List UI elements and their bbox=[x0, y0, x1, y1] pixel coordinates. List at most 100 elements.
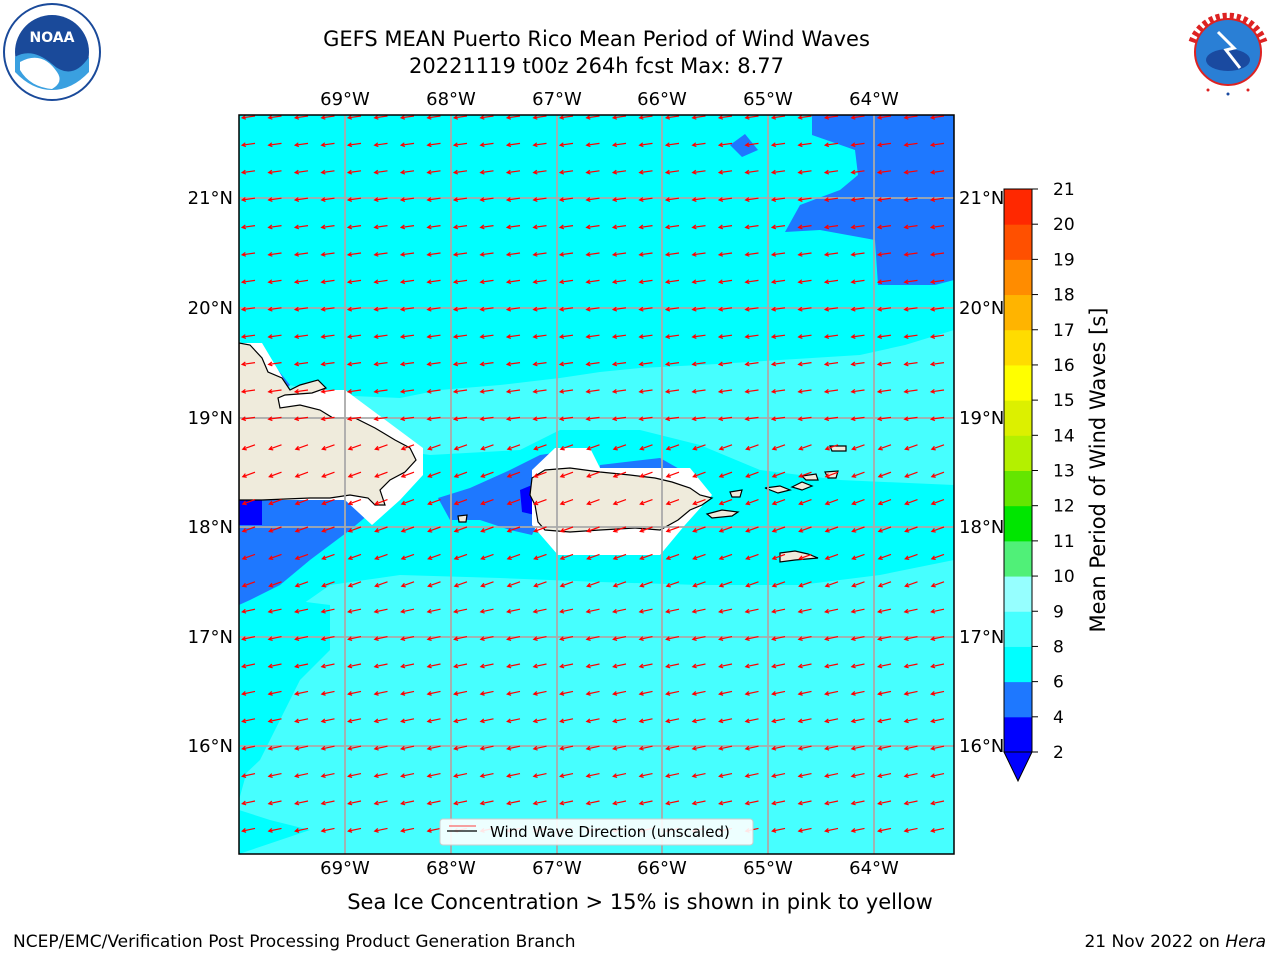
wind-wave-arrow bbox=[850, 388, 865, 394]
wind-wave-arrow bbox=[771, 499, 786, 506]
wind-wave-arrow bbox=[585, 636, 600, 642]
wind-wave-arrow bbox=[718, 690, 733, 696]
lon-label-top: 68°W bbox=[426, 89, 476, 110]
wind-wave-arrow bbox=[293, 224, 309, 230]
wind-wave-arrow bbox=[532, 745, 547, 751]
wind-wave-arrow bbox=[612, 444, 627, 451]
wind-wave-arrow bbox=[638, 251, 653, 257]
wind-wave-arrow bbox=[346, 224, 362, 230]
wind-wave-arrow bbox=[452, 279, 468, 285]
wind-wave-arrow bbox=[320, 608, 335, 614]
wind-wave-arrow bbox=[532, 306, 547, 312]
wind-wave-arrow bbox=[691, 334, 706, 339]
wind-wave-arrow bbox=[611, 142, 627, 148]
chart-subtitle: 20221119 t00z 264h fcst Max: 8.77 bbox=[409, 54, 784, 78]
wind-wave-arrow bbox=[347, 745, 362, 751]
wind-wave-arrow bbox=[479, 745, 494, 751]
wind-wave-arrow bbox=[479, 773, 494, 779]
wind-wave-arrow bbox=[453, 444, 468, 451]
wind-wave-arrow bbox=[639, 553, 653, 561]
wind-wave-arrow bbox=[771, 553, 786, 561]
wind-wave-arrow bbox=[665, 499, 680, 506]
colorbar-block bbox=[1004, 540, 1032, 577]
wind-wave-arrow bbox=[268, 444, 282, 451]
footer-credit: NCEP/EMC/Verification Post Processing Pr… bbox=[13, 932, 576, 952]
wind-wave-arrow bbox=[638, 169, 653, 175]
wind-wave-arrow bbox=[877, 636, 892, 642]
wind-wave-arrow bbox=[532, 361, 547, 367]
colorbar-block bbox=[1004, 400, 1032, 436]
wind-wave-arrow bbox=[241, 499, 256, 506]
wind-wave-arrow bbox=[612, 636, 627, 642]
wind-wave-arrow bbox=[770, 416, 786, 422]
wind-wave-arrow bbox=[771, 581, 786, 588]
wind-wave-arrow bbox=[558, 388, 574, 394]
colorbar-tick-label: 4 bbox=[1053, 708, 1064, 728]
wind-wave-arrow bbox=[638, 306, 653, 312]
wind-wave-arrow bbox=[479, 636, 494, 642]
wind-wave-arrow bbox=[797, 773, 812, 779]
wind-wave-arrow bbox=[611, 251, 627, 257]
wind-wave-arrow bbox=[823, 115, 839, 120]
wind-wave-arrow bbox=[612, 499, 627, 506]
wind-wave-arrow bbox=[321, 553, 335, 561]
wind-wave-arrow bbox=[559, 718, 574, 724]
wind-wave-arrow bbox=[745, 444, 759, 451]
wind-wave-arrow bbox=[399, 224, 415, 230]
wind-wave-arrow bbox=[400, 526, 415, 533]
wind-wave-arrow bbox=[903, 334, 918, 339]
wind-wave-arrow bbox=[851, 444, 865, 451]
wind-wave-arrow bbox=[850, 169, 865, 175]
wind-wave-arrow bbox=[347, 773, 362, 779]
wind-wave-arrow bbox=[267, 224, 282, 230]
wind-wave-arrow bbox=[240, 251, 256, 257]
wind-wave-arrow bbox=[373, 251, 388, 257]
wind-wave-arrow bbox=[877, 444, 892, 451]
footer-date-text: 21 Nov 2022 on bbox=[1084, 932, 1226, 952]
wind-wave-arrow bbox=[850, 800, 865, 806]
wind-wave-arrow bbox=[267, 690, 282, 696]
wind-wave-arrow bbox=[770, 142, 786, 148]
wind-wave-arrow bbox=[399, 306, 415, 312]
wind-wave-arrow bbox=[717, 115, 733, 120]
wind-wave-arrow bbox=[665, 444, 680, 451]
colorbar-block bbox=[1004, 294, 1032, 331]
wind-wave-arrow bbox=[718, 608, 733, 614]
wind-wave-arrow bbox=[321, 471, 335, 478]
wind-wave-arrow bbox=[267, 334, 282, 339]
wind-wave-arrow bbox=[480, 581, 494, 588]
wind-wave-arrow bbox=[374, 526, 388, 533]
lat-label-left: 19°N bbox=[188, 408, 233, 429]
wind-wave-arrow bbox=[876, 142, 892, 148]
colorbar-block bbox=[1004, 681, 1032, 718]
wind-wave-arrow bbox=[426, 251, 441, 257]
wind-wave-arrow bbox=[293, 115, 309, 120]
wind-wave-arrow bbox=[930, 526, 945, 533]
wind-wave-arrow bbox=[824, 526, 839, 533]
wind-wave-arrow bbox=[427, 581, 441, 588]
wind-wave-arrow bbox=[850, 745, 865, 751]
colorbar-tick-label: 16 bbox=[1053, 356, 1075, 376]
wind-wave-arrow bbox=[691, 306, 706, 312]
wind-wave-arrow bbox=[532, 690, 547, 696]
wind-wave-arrow bbox=[453, 581, 468, 588]
wind-wave-arrow bbox=[903, 251, 918, 257]
wind-wave-arrow bbox=[717, 142, 733, 148]
wind-wave-arrow bbox=[770, 169, 786, 175]
noaa-logo-text: NOAA bbox=[30, 30, 75, 46]
wind-wave-arrow bbox=[347, 444, 362, 451]
wind-wave-arrow bbox=[558, 334, 574, 339]
wind-wave-arrow bbox=[505, 279, 521, 285]
wind-wave-arrow bbox=[320, 115, 335, 120]
wind-wave-arrow bbox=[320, 800, 335, 806]
wind-wave-arrow bbox=[718, 663, 733, 669]
wind-wave-arrow bbox=[585, 334, 600, 339]
wind-wave-arrow bbox=[850, 224, 865, 230]
wind-wave-arrow bbox=[240, 115, 256, 120]
wind-wave-arrow bbox=[797, 800, 812, 806]
wind-wave-arrow bbox=[559, 636, 574, 642]
wind-wave-arrow bbox=[665, 800, 680, 806]
wind-wave-arrow bbox=[585, 773, 600, 779]
wind-wave-arrow bbox=[876, 115, 892, 120]
wind-wave-arrow bbox=[797, 718, 812, 724]
